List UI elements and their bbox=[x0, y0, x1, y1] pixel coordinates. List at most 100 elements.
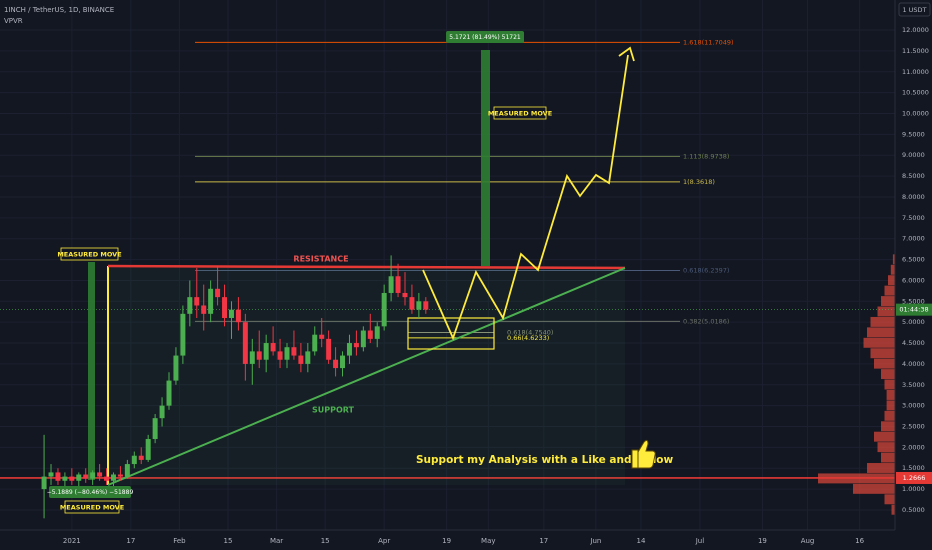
x-tick-label: Aug bbox=[801, 537, 815, 545]
y-tick-label: 8.0000 bbox=[902, 193, 925, 201]
measured-move-label: MEASURED MOVE bbox=[57, 251, 121, 259]
profile-bar bbox=[892, 254, 895, 265]
profile-bar bbox=[884, 410, 895, 421]
candle-body bbox=[55, 472, 61, 481]
x-tick-label: May bbox=[481, 537, 495, 545]
move-up-label: 5.1721 (81.49%) 51721 bbox=[449, 34, 521, 41]
y-tick-label: 1.5000 bbox=[902, 464, 925, 472]
x-tick-label: Feb bbox=[173, 537, 186, 545]
move-tag bbox=[49, 486, 131, 498]
candle-body bbox=[222, 297, 228, 318]
candle-body bbox=[333, 359, 339, 369]
y-tick-label: 9.0000 bbox=[902, 151, 925, 159]
profile-bar bbox=[886, 389, 895, 400]
x-tick-label: 15 bbox=[321, 537, 330, 545]
support-label: SUPPORT bbox=[312, 406, 355, 415]
candle-body bbox=[249, 351, 255, 364]
candle-body bbox=[124, 464, 130, 477]
profile-bar bbox=[890, 264, 895, 275]
y-tick-label: 6.0000 bbox=[902, 276, 925, 284]
candle-body bbox=[291, 347, 297, 356]
projection-path bbox=[422, 54, 629, 341]
x-tick-label: 16 bbox=[855, 537, 864, 545]
y-tick-label: 7.0000 bbox=[902, 235, 925, 243]
profile-bar bbox=[881, 369, 895, 380]
candle-body bbox=[208, 288, 214, 314]
y-tick-label: 10.5000 bbox=[902, 89, 929, 97]
thumbs-up-icon bbox=[631, 439, 656, 469]
profile-bar bbox=[877, 442, 895, 453]
move-down-label: −5.1889 (−80.46%) −51889 bbox=[47, 489, 134, 496]
profile-bar bbox=[877, 306, 895, 317]
candle-body bbox=[152, 418, 158, 440]
fib-label: 0.618(6.2397) bbox=[683, 266, 729, 274]
profile-bar bbox=[884, 494, 895, 505]
measured-move-label: MEASURED MOVE bbox=[488, 110, 552, 118]
candle-body bbox=[97, 472, 103, 477]
candle-body bbox=[353, 343, 359, 348]
fib-label: 1(8.3618) bbox=[683, 178, 715, 186]
candle-body bbox=[346, 343, 352, 356]
thumbs-up bbox=[631, 439, 656, 469]
cta-text: Support my Analysis with a Like and Foll… bbox=[416, 454, 674, 466]
x-tick-label: 19 bbox=[758, 537, 767, 545]
fib-label: 0.66(4.6233) bbox=[507, 334, 549, 342]
support-level-label: 1.2666 bbox=[903, 474, 926, 482]
candle-body bbox=[187, 297, 193, 314]
measured-move-label: MEASURED MOVE bbox=[60, 504, 124, 512]
resistance-label: RESISTANCE bbox=[293, 255, 348, 264]
candle-body bbox=[319, 334, 325, 339]
candle-body bbox=[312, 334, 318, 352]
y-tick-label: 9.5000 bbox=[902, 130, 925, 138]
candle-body bbox=[41, 476, 47, 490]
candle-body bbox=[117, 474, 123, 477]
profile-bar bbox=[884, 379, 895, 390]
candle-body bbox=[395, 276, 401, 293]
candle-body bbox=[374, 326, 380, 339]
candle-body bbox=[201, 305, 207, 314]
candle-body bbox=[104, 476, 110, 481]
candle-body bbox=[69, 476, 75, 481]
profile-bar bbox=[867, 463, 895, 473]
candle-body bbox=[409, 297, 415, 310]
candles bbox=[41, 255, 429, 519]
candle-body bbox=[83, 474, 89, 479]
candle-body bbox=[166, 380, 172, 406]
y-tick-label: 8.5000 bbox=[902, 172, 925, 180]
candle-body bbox=[381, 292, 387, 327]
candle-body bbox=[180, 313, 186, 356]
candle-body bbox=[228, 309, 234, 318]
label-box bbox=[60, 247, 119, 261]
y-tick-label: 4.5000 bbox=[902, 339, 925, 347]
x-tick-label: Mar bbox=[270, 537, 283, 545]
candle-body bbox=[340, 355, 346, 369]
candle-body bbox=[270, 343, 276, 352]
measured-move-bar bbox=[88, 262, 95, 480]
y-tick-label: 11.0000 bbox=[902, 68, 929, 76]
fib-label: 1.618(11.7049) bbox=[683, 38, 734, 46]
label-box bbox=[493, 106, 547, 120]
x-tick-label: Apr bbox=[378, 537, 390, 545]
indicator-name: VPVR bbox=[4, 17, 23, 25]
y-tick-label: 3.5000 bbox=[902, 381, 925, 389]
y-tick-label: 4.0000 bbox=[902, 360, 925, 368]
candle-body bbox=[76, 474, 82, 481]
profile-bar bbox=[881, 421, 895, 432]
fib-label: 0.382(5.0186) bbox=[683, 317, 729, 325]
fib-label: 1.113(8.9738) bbox=[683, 152, 729, 160]
x-tick-label: Jul bbox=[695, 537, 705, 545]
volume-profile bbox=[818, 254, 895, 515]
candle-body bbox=[298, 355, 304, 364]
y-tick-label: 3.0000 bbox=[902, 402, 925, 410]
candle-body bbox=[173, 355, 179, 381]
candle-body bbox=[145, 439, 151, 460]
candle-body bbox=[277, 351, 283, 360]
y-tick-label: 0.5000 bbox=[902, 506, 925, 514]
x-tick-label: 15 bbox=[224, 537, 233, 545]
candle-body bbox=[62, 476, 68, 481]
countdown-label: 01:44:38 bbox=[899, 306, 928, 314]
profile-bar bbox=[870, 348, 895, 359]
candle-body bbox=[402, 292, 408, 298]
